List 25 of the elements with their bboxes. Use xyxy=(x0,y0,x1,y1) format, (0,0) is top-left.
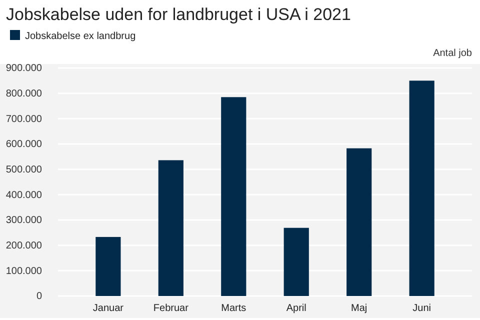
y-tick-label: 900.000 xyxy=(6,63,42,74)
y-tick-label: 100.000 xyxy=(6,266,42,277)
bar xyxy=(346,148,372,296)
bar xyxy=(409,80,434,296)
y-tick-label: 500.000 xyxy=(6,164,42,176)
legend-label: Jobskabelse ex landbrug xyxy=(25,31,136,42)
bar xyxy=(158,160,184,296)
bar xyxy=(221,97,246,296)
y-tick-label: 300.000 xyxy=(6,215,42,226)
y-tick-label: 600.000 xyxy=(6,139,42,150)
x-tick-label: Marts xyxy=(221,303,246,314)
y-axis-title: Antal job xyxy=(433,48,472,59)
x-tick-label: Januar xyxy=(92,303,124,314)
y-tick-label: 800.000 xyxy=(6,88,42,100)
y-tick-label: 700.000 xyxy=(6,114,42,125)
x-tick-label: Maj xyxy=(351,303,368,314)
x-tick-label: Juni xyxy=(412,303,431,314)
x-tick-label: Februar xyxy=(153,303,190,314)
chart-title: Jobskabelse uden for landbruget i USA i 2021 xyxy=(6,5,351,24)
y-tick-label: 0 xyxy=(36,291,42,302)
y-tick-label: 400.000 xyxy=(6,190,42,201)
x-tick-label: April xyxy=(286,303,306,314)
bar xyxy=(284,228,309,296)
y-tick-label: 200.000 xyxy=(6,240,42,252)
bar xyxy=(96,236,121,296)
